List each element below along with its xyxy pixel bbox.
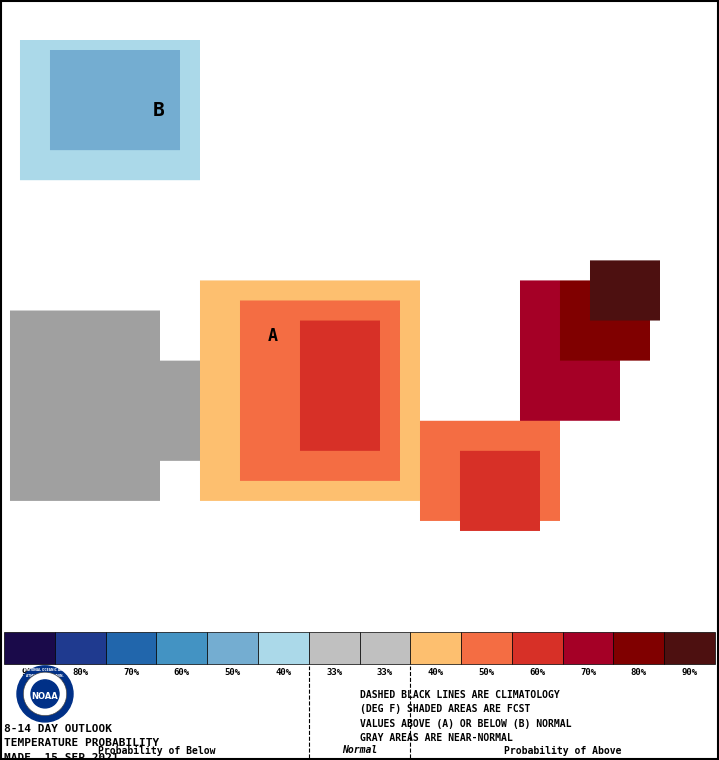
Text: Probability of Below: Probability of Below — [98, 746, 215, 756]
Text: 33%: 33% — [326, 668, 342, 677]
Bar — [55, 632, 106, 664]
Text: NATIONAL OCEANIC AND: NATIONAL OCEANIC AND — [24, 668, 65, 672]
Bar — [461, 632, 512, 664]
Circle shape — [17, 666, 73, 722]
Bar — [4, 632, 55, 664]
Text: 50%: 50% — [478, 668, 495, 677]
Text: 60%: 60% — [174, 668, 190, 677]
Circle shape — [31, 680, 59, 708]
Text: DASHED BLACK LINES ARE CLIMATOLOGY
(DEG F) SHADED AREAS ARE FCST
VALUES ABOVE (A: DASHED BLACK LINES ARE CLIMATOLOGY (DEG … — [360, 690, 572, 743]
Text: 60%: 60% — [529, 668, 545, 677]
Bar — [360, 632, 411, 664]
Text: Probability of Above: Probability of Above — [504, 746, 621, 756]
Text: 8-14 DAY OUTLOOK
TEMPERATURE PROBABILITY
MADE  15 SEP 2021
VALID  SEP 23 - 29, 2: 8-14 DAY OUTLOOK TEMPERATURE PROBABILITY… — [4, 724, 166, 760]
Text: Normal: Normal — [342, 745, 377, 755]
Text: 80%: 80% — [631, 668, 647, 677]
Text: 40%: 40% — [428, 668, 444, 677]
Circle shape — [24, 673, 66, 715]
Bar — [308, 632, 360, 664]
Text: 70%: 70% — [580, 668, 596, 677]
Text: 50%: 50% — [224, 668, 241, 677]
Text: 90%: 90% — [22, 668, 37, 677]
Text: NOAA: NOAA — [32, 692, 58, 701]
Text: ATMOSPHERIC ADMIN.: ATMOSPHERIC ADMIN. — [26, 673, 64, 678]
Bar — [207, 632, 258, 664]
Bar — [258, 632, 308, 664]
Text: 40%: 40% — [275, 668, 291, 677]
Text: 80%: 80% — [72, 668, 88, 677]
Text: 33%: 33% — [377, 668, 393, 677]
Bar — [411, 632, 461, 664]
Text: 70%: 70% — [123, 668, 139, 677]
Bar — [563, 632, 613, 664]
Bar — [613, 632, 664, 664]
Text: B: B — [152, 100, 164, 119]
Bar — [512, 632, 563, 664]
Bar — [156, 632, 207, 664]
Text: A: A — [268, 328, 278, 346]
Text: 90%: 90% — [682, 668, 697, 677]
Bar — [664, 632, 715, 664]
Bar — [106, 632, 156, 664]
